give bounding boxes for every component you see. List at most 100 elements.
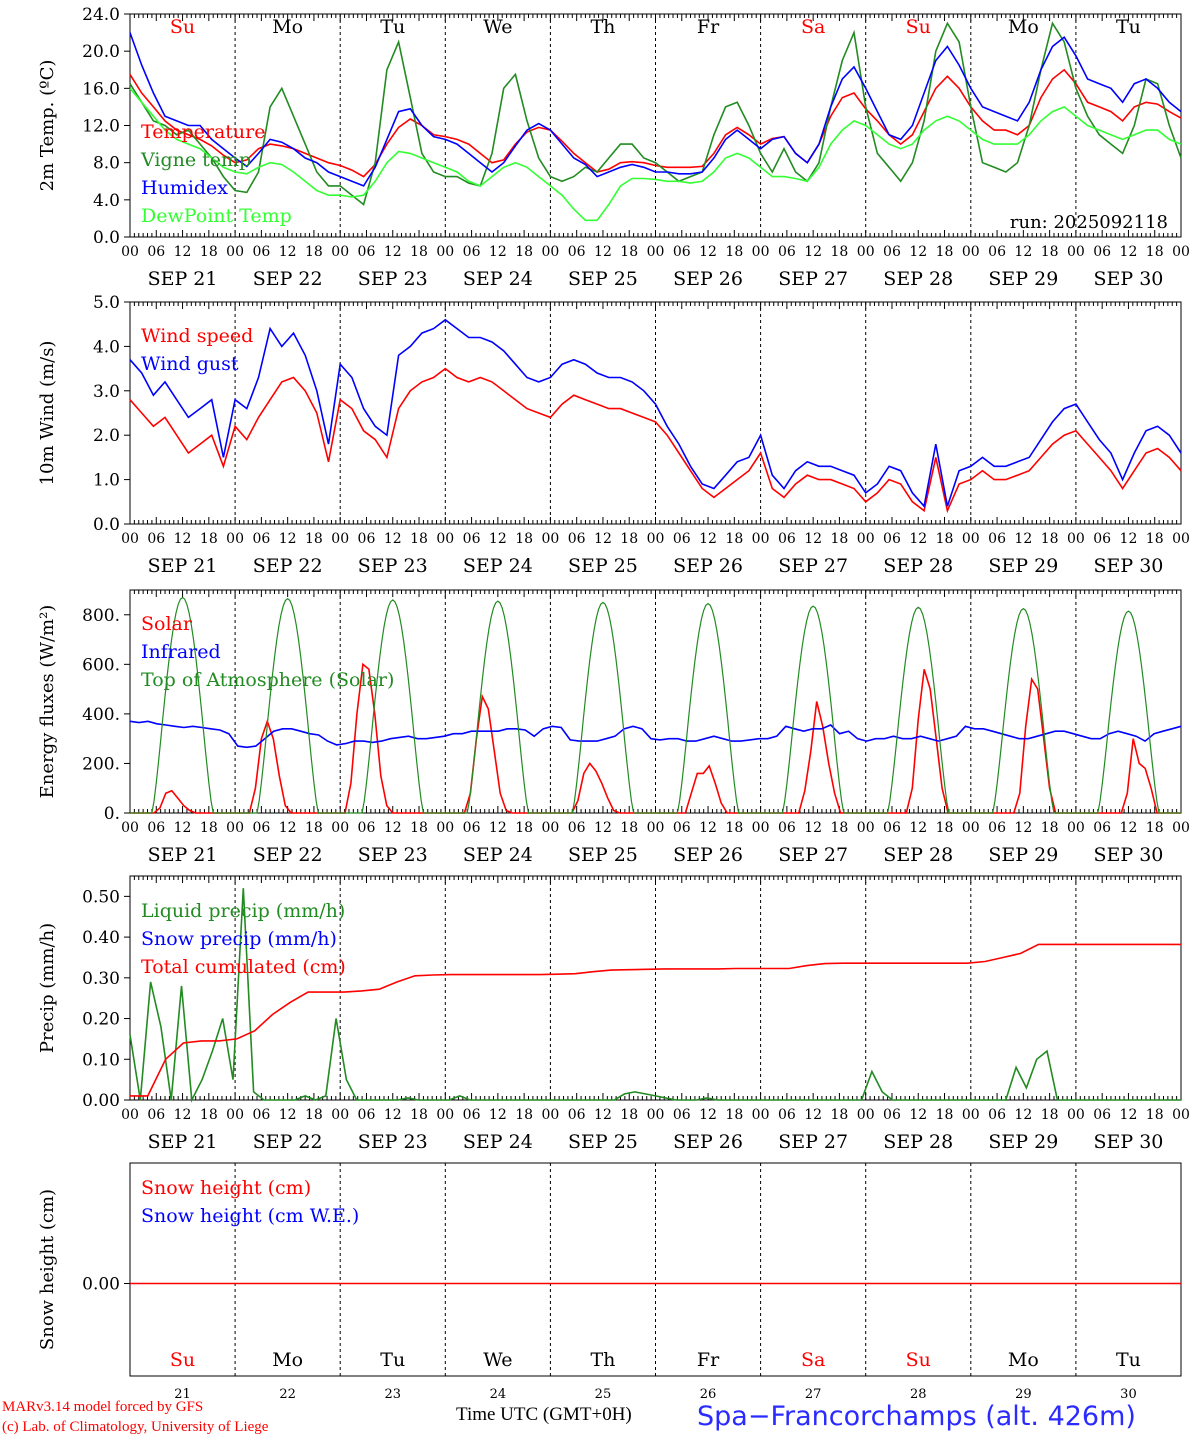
hour-tick-label: 18 <box>1146 820 1164 836</box>
hour-tick-label: 12 <box>594 244 612 260</box>
hour-tick-label: 00 <box>647 531 665 547</box>
hour-tick-label: 18 <box>620 820 638 836</box>
hour-tick-label: 18 <box>620 244 638 260</box>
hour-tick-label: 18 <box>515 531 533 547</box>
hour-tick-label: 06 <box>673 1107 691 1123</box>
hour-tick-label: 00 <box>121 820 139 836</box>
series-line <box>129 87 1182 222</box>
hour-tick-label: 06 <box>358 244 376 260</box>
hour-tick-label: 12 <box>699 1107 717 1123</box>
y-tick-label: 3.0 <box>93 382 120 402</box>
date-label: SEP 30 <box>1094 844 1164 866</box>
weekday-label: Su <box>170 1349 195 1371</box>
hour-tick-label: 18 <box>725 820 743 836</box>
hour-tick-label: 00 <box>436 244 454 260</box>
weekday-label: Su <box>170 16 195 38</box>
hour-tick-label: 18 <box>831 244 849 260</box>
hour-tick-label: 18 <box>831 820 849 836</box>
date-label: SEP 25 <box>568 555 638 577</box>
hour-tick-label: 00 <box>857 1107 875 1123</box>
y-axis-label: 2m Temp. (ºC) <box>37 60 58 192</box>
day-number-label: 30 <box>1120 1387 1137 1402</box>
hour-tick-label: 18 <box>1146 244 1164 260</box>
hour-tick-label: 06 <box>463 531 481 547</box>
series-line <box>130 596 1181 814</box>
hour-tick-label: 00 <box>1172 531 1190 547</box>
panel-3: 0.00 0.10 0.20 0.30 0.40 0.50 Precip (mm/h) Liq… <box>37 875 1190 1153</box>
date-label: SEP 22 <box>253 268 323 290</box>
hour-tick-label: 18 <box>936 1107 954 1123</box>
date-label: SEP 26 <box>673 844 743 866</box>
series-line <box>129 318 1182 508</box>
hour-tick-label: 18 <box>1041 820 1059 836</box>
y-tick-label: 400. <box>82 705 120 725</box>
date-label: SEP 21 <box>148 844 218 866</box>
hour-tick-label: 06 <box>883 244 901 260</box>
hour-tick-label: 18 <box>725 244 743 260</box>
series-line <box>129 367 1182 514</box>
hour-tick-label: 06 <box>147 1107 165 1123</box>
date-label: SEP 28 <box>883 555 953 577</box>
date-label: SEP 24 <box>463 268 533 290</box>
legend-entry: Humidex <box>141 177 228 199</box>
hour-tick-label: 00 <box>226 531 244 547</box>
y-tick-label: 0.0 <box>93 228 120 248</box>
hour-tick-label: 18 <box>620 531 638 547</box>
hour-tick-label: 18 <box>936 820 954 836</box>
hour-tick-label: 18 <box>200 531 218 547</box>
y-tick-label: 20.0 <box>82 42 120 62</box>
date-label: SEP 23 <box>358 844 428 866</box>
hour-tick-label: 18 <box>831 531 849 547</box>
legend-entry: Total cumulated (cm) <box>141 956 346 978</box>
hour-tick-label: 18 <box>936 244 954 260</box>
y-tick-label: 12.0 <box>82 117 120 137</box>
hour-tick-label: 06 <box>1093 820 1111 836</box>
hour-tick-label: 12 <box>489 1107 507 1123</box>
hour-tick-label: 06 <box>778 1107 796 1123</box>
weekday-label: Tu <box>1116 16 1141 38</box>
weekday-label: Mo <box>272 1349 303 1371</box>
y-tick-label: 800. <box>82 606 120 626</box>
date-label: SEP 30 <box>1094 555 1164 577</box>
y-tick-label: 5.0 <box>93 293 120 313</box>
hour-tick-label: 12 <box>1014 531 1032 547</box>
hour-tick-label: 00 <box>541 244 559 260</box>
hour-tick-label: 00 <box>752 244 770 260</box>
hour-tick-label: 18 <box>200 1107 218 1123</box>
date-label: SEP 23 <box>358 268 428 290</box>
hour-tick-label: 12 <box>699 820 717 836</box>
panel-4: 0.00 Snow height (cm) Snow height (cm) Snow… <box>37 1162 1182 1402</box>
hour-tick-label: 12 <box>1120 1107 1138 1123</box>
hour-tick-label: 18 <box>305 531 323 547</box>
weekday-label: Th <box>590 16 615 38</box>
series-line <box>130 943 1181 1097</box>
date-label: SEP 29 <box>988 268 1058 290</box>
hour-tick-label: 06 <box>147 820 165 836</box>
hour-tick-label: 00 <box>226 244 244 260</box>
hour-tick-label: 12 <box>594 1107 612 1123</box>
hour-tick-label: 06 <box>252 531 270 547</box>
hour-tick-label: 12 <box>1014 244 1032 260</box>
hour-tick-label: 12 <box>804 244 822 260</box>
date-label: SEP 21 <box>148 555 218 577</box>
hour-tick-label: 06 <box>568 244 586 260</box>
hour-tick-label: 12 <box>279 244 297 260</box>
weekday-label: Fr <box>697 1349 720 1371</box>
hour-tick-label: 06 <box>673 820 691 836</box>
hour-tick-label: 06 <box>252 820 270 836</box>
hour-tick-label: 12 <box>489 531 507 547</box>
hour-tick-label: 06 <box>778 820 796 836</box>
hour-tick-label: 12 <box>1120 244 1138 260</box>
hour-tick-label: 18 <box>410 820 428 836</box>
hour-tick-label: 12 <box>804 531 822 547</box>
date-label: SEP 28 <box>883 268 953 290</box>
weekday-label: Mo <box>1008 16 1039 38</box>
weekday-label: We <box>483 1349 512 1371</box>
hour-tick-label: 12 <box>174 244 192 260</box>
hour-tick-label: 06 <box>988 820 1006 836</box>
date-label: SEP 22 <box>253 555 323 577</box>
hour-tick-label: 00 <box>541 1107 559 1123</box>
weekday-label: Su <box>906 16 931 38</box>
hour-tick-label: 18 <box>1146 1107 1164 1123</box>
day-number-label: 28 <box>910 1387 927 1402</box>
